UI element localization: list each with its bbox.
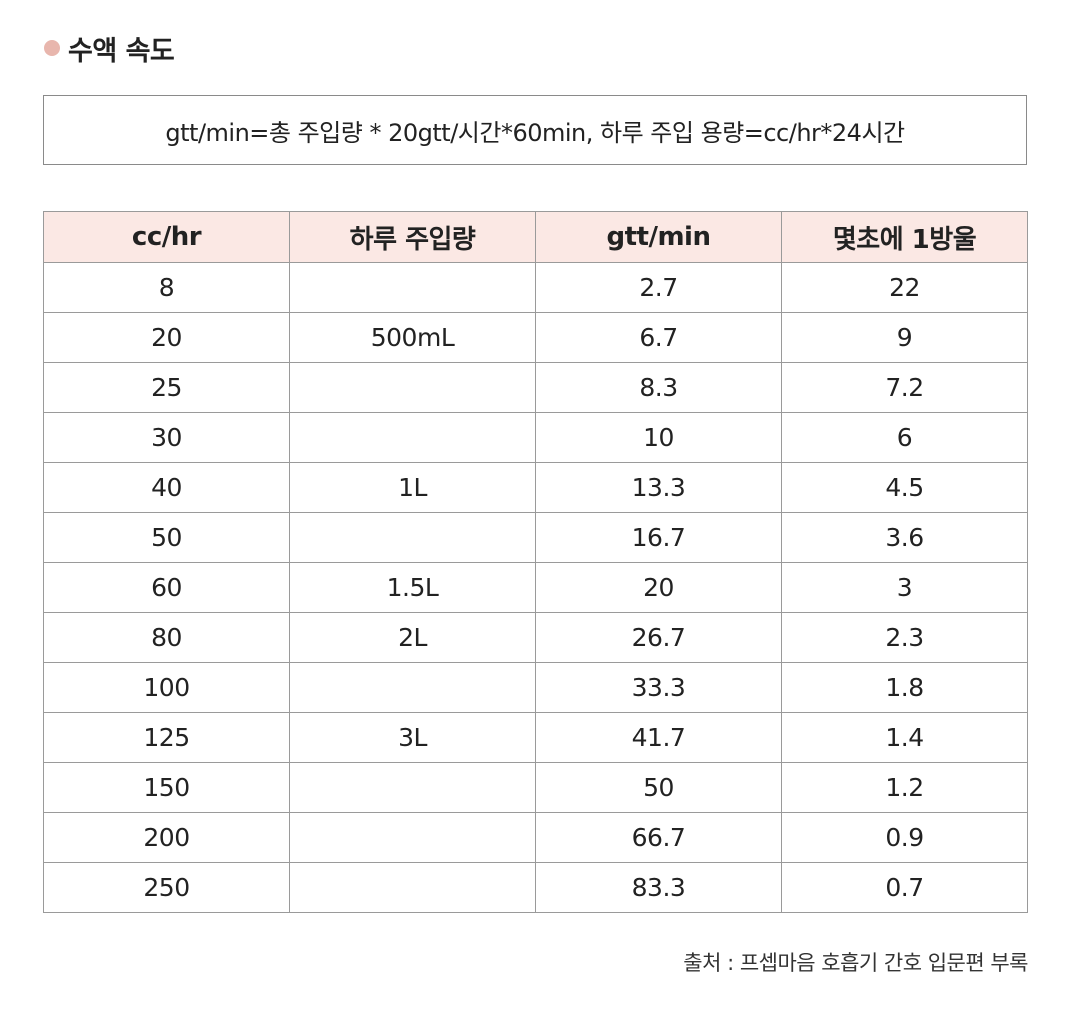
table-row: 125 3L 41.7 1.4 xyxy=(43,712,1028,763)
cell-cc-hr: 125 xyxy=(43,712,290,763)
cell-cc-hr: 150 xyxy=(43,762,290,813)
cell-gtt-min: 66.7 xyxy=(535,812,782,863)
cell-seconds-per-drop: 9 xyxy=(781,312,1028,363)
cell-seconds-per-drop: 1.2 xyxy=(781,762,1028,813)
cell-gtt-min: 50 xyxy=(535,762,782,813)
cell-daily-volume xyxy=(289,862,536,913)
cell-cc-hr: 200 xyxy=(43,812,290,863)
cell-seconds-per-drop: 0.7 xyxy=(781,862,1028,913)
cell-cc-hr: 50 xyxy=(43,512,290,563)
cell-cc-hr: 25 xyxy=(43,362,290,413)
cell-daily-volume: 2L xyxy=(289,612,536,663)
section-title: 수액 속도 xyxy=(68,35,175,67)
formula-box: gtt/min=총 주입량 * 20gtt/시간*60min, 하루 주입 용량… xyxy=(43,95,1027,165)
cell-gtt-min: 26.7 xyxy=(535,612,782,663)
cell-daily-volume: 1L xyxy=(289,462,536,513)
cell-cc-hr: 100 xyxy=(43,662,290,713)
table-row: 40 1L 13.3 4.5 xyxy=(43,462,1028,513)
cell-gtt-min: 13.3 xyxy=(535,462,782,513)
table-row: 250 83.3 0.7 xyxy=(43,862,1028,913)
cell-gtt-min: 16.7 xyxy=(535,512,782,563)
cell-daily-volume: 1.5L xyxy=(289,562,536,613)
cell-gtt-min: 8.3 xyxy=(535,362,782,413)
table-row: 150 50 1.2 xyxy=(43,762,1028,813)
cell-seconds-per-drop: 1.4 xyxy=(781,712,1028,763)
cell-gtt-min: 41.7 xyxy=(535,712,782,763)
table-header-row: cc/hr 하루 주입량 gtt/min 몇초에 1방울 xyxy=(43,211,1028,263)
cell-daily-volume xyxy=(289,412,536,463)
cell-seconds-per-drop: 1.8 xyxy=(781,662,1028,713)
cell-cc-hr: 40 xyxy=(43,462,290,513)
cell-daily-volume xyxy=(289,662,536,713)
cell-daily-volume: 500mL xyxy=(289,312,536,363)
cell-daily-volume xyxy=(289,262,536,313)
table-row: 8 2.7 22 xyxy=(43,262,1028,313)
cell-seconds-per-drop: 3 xyxy=(781,562,1028,613)
table-row: 30 10 6 xyxy=(43,412,1028,463)
bullet-dot-icon xyxy=(44,40,60,56)
column-header-gtt-min: gtt/min xyxy=(535,211,782,263)
cell-gtt-min: 10 xyxy=(535,412,782,463)
table-body: 8 2.7 22 20 500mL 6.7 9 25 8.3 7.2 30 10 6 40 1L 13.3 4.… xyxy=(43,262,1028,913)
cell-daily-volume xyxy=(289,812,536,863)
table-row: 80 2L 26.7 2.3 xyxy=(43,612,1028,663)
table-row: 50 16.7 3.6 xyxy=(43,512,1028,563)
cell-gtt-min: 2.7 xyxy=(535,262,782,313)
cell-seconds-per-drop: 7.2 xyxy=(781,362,1028,413)
cell-gtt-min: 20 xyxy=(535,562,782,613)
cell-seconds-per-drop: 22 xyxy=(781,262,1028,313)
table-row: 25 8.3 7.2 xyxy=(43,362,1028,413)
cell-cc-hr: 80 xyxy=(43,612,290,663)
column-header-cc-hr: cc/hr xyxy=(43,211,290,263)
formula-text: gtt/min=총 주입량 * 20gtt/시간*60min, 하루 주입 용량… xyxy=(165,118,905,147)
cell-cc-hr: 60 xyxy=(43,562,290,613)
section-header: 수액 속도 xyxy=(44,26,175,70)
cell-seconds-per-drop: 0.9 xyxy=(781,812,1028,863)
cell-cc-hr: 250 xyxy=(43,862,290,913)
cell-daily-volume xyxy=(289,762,536,813)
table-row: 60 1.5L 20 3 xyxy=(43,562,1028,613)
column-header-daily-volume: 하루 주입량 xyxy=(289,211,536,263)
cell-seconds-per-drop: 3.6 xyxy=(781,512,1028,563)
cell-gtt-min: 6.7 xyxy=(535,312,782,363)
cell-gtt-min: 33.3 xyxy=(535,662,782,713)
column-header-seconds-per-drop: 몇초에 1방울 xyxy=(781,211,1028,263)
table-row: 20 500mL 6.7 9 xyxy=(43,312,1028,363)
cell-daily-volume: 3L xyxy=(289,712,536,763)
table-row: 100 33.3 1.8 xyxy=(43,662,1028,713)
cell-daily-volume xyxy=(289,362,536,413)
cell-seconds-per-drop: 4.5 xyxy=(781,462,1028,513)
iv-rate-table: cc/hr 하루 주입량 gtt/min 몇초에 1방울 8 2.7 22 20 500… xyxy=(43,211,1028,913)
table-row: 200 66.7 0.9 xyxy=(43,812,1028,863)
cell-seconds-per-drop: 6 xyxy=(781,412,1028,463)
cell-seconds-per-drop: 2.3 xyxy=(781,612,1028,663)
source-citation: 출처 : 프셉마음 호흡기 간호 입문편 부록 xyxy=(683,951,1028,975)
cell-cc-hr: 20 xyxy=(43,312,290,363)
cell-cc-hr: 8 xyxy=(43,262,290,313)
cell-gtt-min: 83.3 xyxy=(535,862,782,913)
cell-cc-hr: 30 xyxy=(43,412,290,463)
cell-daily-volume xyxy=(289,512,536,563)
